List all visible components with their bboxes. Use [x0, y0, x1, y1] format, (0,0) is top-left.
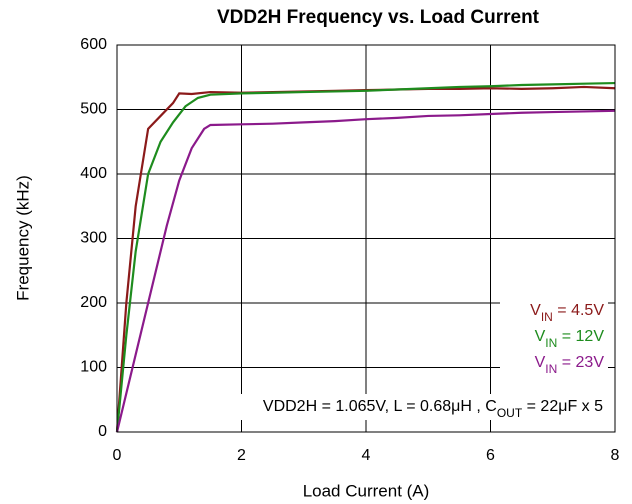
x-tick-label: 8 — [611, 447, 620, 464]
y-axis-label: Frequency (kHz) — [13, 175, 32, 301]
legend-label: VIN = 12V — [535, 328, 605, 350]
annotation: VDD2H = 1.065V, L = 0.68μH , COUT = 22μF… — [263, 398, 603, 420]
x-tick-label: 6 — [486, 447, 495, 464]
legend-bg — [500, 300, 608, 322]
legend-label-part: IN — [545, 336, 557, 350]
x-tick-label: 4 — [362, 447, 371, 464]
legend-bg — [500, 352, 608, 374]
y-tick-label: 400 — [80, 165, 107, 182]
legend-label-part: V — [530, 302, 541, 319]
y-tick-label: 200 — [80, 294, 107, 311]
annotation-part: OUT — [497, 406, 523, 420]
y-tick-label: 300 — [80, 230, 107, 247]
annotation-bg — [172, 394, 608, 420]
x-tick-label: 2 — [237, 447, 246, 464]
legend-label: VIN = 4.5V — [530, 302, 604, 324]
legend-label-part: V — [535, 354, 546, 371]
annotation-part: = 22μF x 5 — [522, 398, 603, 415]
legend-label-part: IN — [545, 362, 557, 376]
y-tick-label: 0 — [98, 423, 107, 440]
legend-label-part: = 4.5V — [553, 302, 604, 319]
legend-label-part: IN — [541, 310, 553, 324]
legend-bg — [500, 326, 608, 348]
x-tick-label: 0 — [113, 447, 122, 464]
plot-frame — [116, 44, 616, 433]
series-line — [115, 109, 616, 433]
y-tick-label: 100 — [80, 359, 107, 376]
legend-label: VIN = 23V — [535, 354, 605, 376]
legend-label-part: V — [535, 328, 546, 345]
legend-label-part: = 23V — [557, 354, 604, 371]
annotation-part: VDD2H = 1.065V, L = 0.68μH , C — [263, 398, 497, 415]
x-axis-label: Load Current (A) — [303, 481, 430, 500]
y-tick-label: 500 — [80, 101, 107, 118]
chart-title: VDD2H Frequency vs. Load Current — [217, 7, 540, 28]
series-line — [115, 81, 616, 433]
y-tick-label: 600 — [80, 36, 107, 53]
legend-label-part: = 12V — [557, 328, 604, 345]
